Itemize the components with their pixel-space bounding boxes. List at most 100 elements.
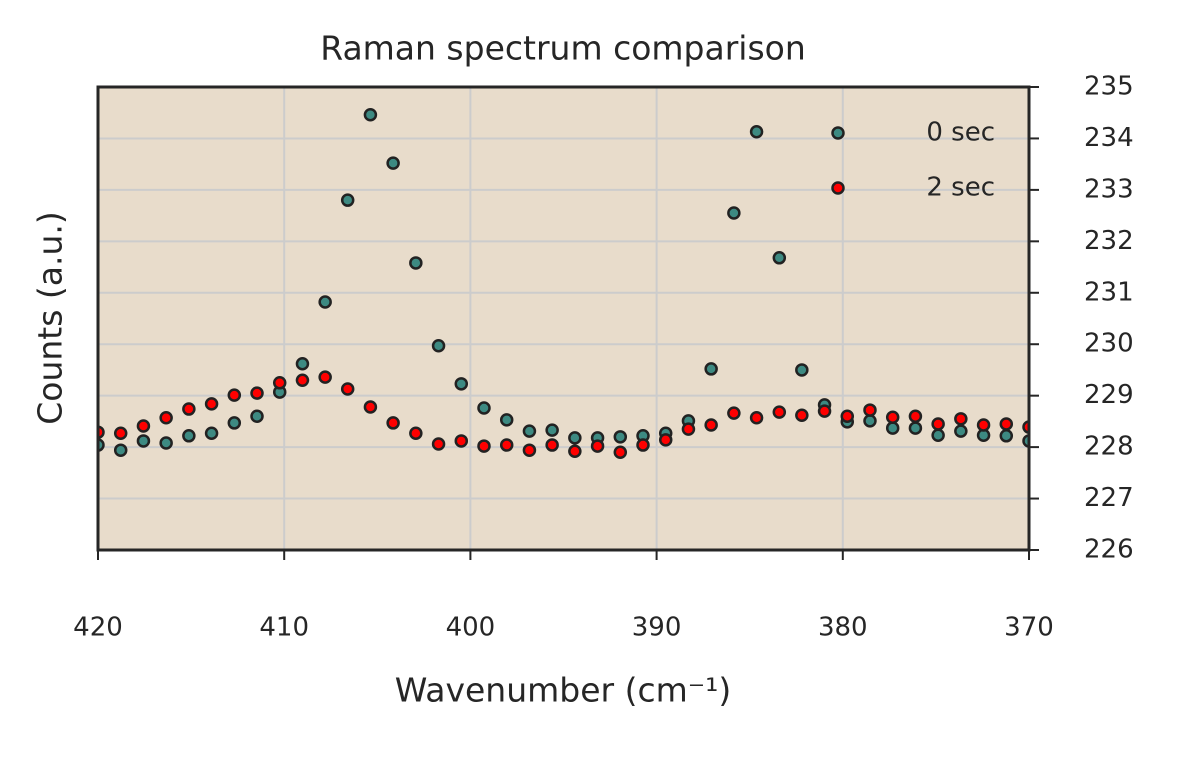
point (568, 431, 582, 445)
point (613, 445, 628, 460)
point (340, 382, 355, 396)
point (454, 434, 469, 448)
point (431, 339, 446, 353)
legend-marker (831, 126, 845, 140)
point (409, 426, 423, 440)
point (182, 429, 196, 443)
point (522, 443, 537, 457)
point (545, 438, 559, 452)
point (590, 439, 605, 453)
point (227, 388, 242, 402)
point (772, 405, 787, 419)
point (727, 206, 741, 220)
y-tick-label: 227 (1084, 483, 1134, 513)
legend: 0 sec 2 sec (831, 118, 995, 203)
y-tick-label: 234 (1084, 123, 1134, 153)
point (908, 409, 923, 423)
y-tick-label: 235 (1084, 72, 1134, 102)
plot-area (98, 87, 1029, 550)
y-tick-label: 229 (1084, 380, 1134, 410)
point (386, 416, 400, 430)
point (931, 417, 945, 431)
point (749, 125, 764, 139)
point (454, 377, 469, 391)
points (98, 108, 1029, 460)
x-tick-label: 410 (259, 613, 309, 643)
ticks: 226 227 228 229 230 231 232 233 234 235 420 410 400 3… (73, 72, 1133, 643)
point (272, 376, 287, 390)
point (885, 421, 900, 435)
point (863, 414, 877, 428)
point (159, 411, 173, 425)
point (386, 156, 400, 170)
point (159, 436, 173, 450)
y-axis-label: Counts (a.u.) (31, 211, 70, 425)
legend-label: 0 sec (926, 118, 995, 148)
point (295, 373, 310, 387)
x-tick-label: 420 (73, 613, 123, 643)
point (318, 370, 332, 384)
x-tick-label: 370 (1004, 613, 1054, 643)
point (136, 434, 151, 448)
point (704, 418, 718, 432)
point (136, 419, 151, 433)
point (318, 295, 332, 309)
point (976, 418, 991, 432)
point (250, 386, 264, 400)
point (999, 429, 1014, 443)
point (431, 437, 446, 451)
point (817, 404, 832, 418)
legend-marker (831, 181, 845, 195)
point (908, 421, 923, 435)
point (113, 443, 128, 457)
point (477, 401, 491, 415)
point (613, 430, 628, 444)
point (931, 428, 945, 443)
point (999, 417, 1014, 431)
point (363, 108, 378, 122)
point (204, 426, 219, 440)
point (704, 362, 718, 376)
point (749, 411, 764, 425)
point (499, 413, 514, 427)
legend-label: 2 sec (926, 173, 995, 203)
y-tick-label: 233 (1084, 174, 1134, 204)
point (863, 403, 877, 417)
x-axis-label: Wavenumber (cm⁻¹) (395, 671, 732, 710)
point (795, 363, 809, 377)
y-tick-label: 231 (1084, 277, 1134, 307)
point (363, 400, 378, 414)
point (568, 444, 582, 458)
point (954, 424, 968, 438)
point (795, 408, 809, 422)
y-tick-label: 232 (1084, 226, 1134, 256)
chart-title: Raman spectrum comparison (320, 29, 806, 68)
plot-frame (96, 85, 1031, 552)
point (204, 397, 219, 411)
point (409, 256, 423, 270)
point (727, 406, 741, 420)
point (681, 422, 696, 436)
point (477, 439, 491, 453)
point (113, 426, 128, 440)
point (499, 438, 514, 452)
x-tick-label: 390 (632, 613, 682, 643)
point (636, 438, 650, 452)
point (772, 251, 787, 265)
point (658, 433, 673, 447)
point (295, 357, 310, 371)
point (954, 412, 968, 426)
point (885, 410, 900, 425)
point (340, 193, 355, 207)
point (182, 402, 196, 416)
point (250, 409, 264, 423)
y-tick-label: 226 (1084, 535, 1134, 565)
y-tick-label: 230 (1084, 329, 1134, 359)
point (840, 409, 855, 423)
point (522, 424, 537, 438)
y-tick-label: 228 (1084, 432, 1134, 462)
x-tick-label: 380 (818, 613, 868, 643)
point (545, 423, 559, 437)
